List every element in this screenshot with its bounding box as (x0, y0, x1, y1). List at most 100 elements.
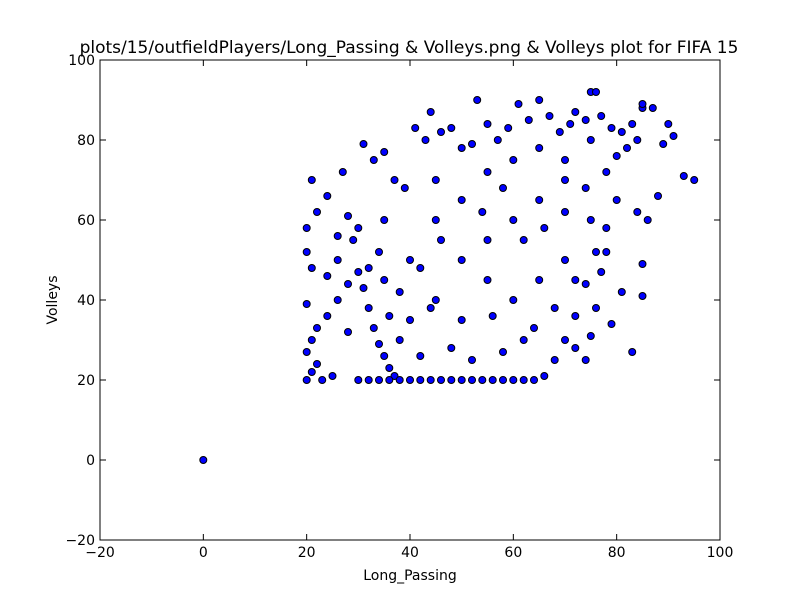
y-tick-label: 80 (77, 133, 95, 149)
data-point (519, 236, 528, 244)
data-point (607, 320, 616, 328)
data-point (359, 284, 368, 292)
data-point (302, 300, 311, 308)
data-point (364, 304, 373, 312)
y-tick-label: 60 (77, 213, 95, 229)
data-point (509, 216, 518, 224)
data-point (586, 332, 595, 340)
data-point (561, 256, 569, 264)
x-tick-label: 60 (504, 545, 522, 561)
data-point (483, 120, 492, 128)
data-point (380, 276, 389, 284)
data-point (302, 376, 311, 384)
data-point (426, 304, 435, 312)
data-point (323, 272, 332, 280)
data-point (478, 376, 487, 384)
data-point (499, 376, 507, 384)
data-point (426, 376, 435, 384)
data-point (493, 136, 502, 144)
data-point (323, 312, 332, 320)
data-point (581, 184, 590, 192)
x-tick-label: −20 (85, 545, 115, 561)
data-point (581, 280, 590, 288)
data-point (509, 376, 518, 384)
data-point (540, 372, 549, 380)
data-point (555, 128, 564, 136)
data-point (545, 112, 554, 120)
y-tick-label: 40 (77, 293, 95, 309)
data-point (535, 196, 544, 204)
data-point (307, 176, 316, 184)
x-tick-label: 20 (298, 545, 316, 561)
data-point (602, 224, 611, 232)
y-tick-label: 20 (77, 373, 95, 389)
data-point (437, 128, 445, 136)
y-tick-label: 100 (68, 53, 95, 69)
data-point (431, 216, 440, 224)
data-point (638, 100, 647, 108)
data-point (561, 156, 569, 164)
data-point (447, 344, 456, 352)
data-point (416, 264, 425, 272)
data-point (628, 348, 637, 356)
y-tick-label: −20 (65, 533, 95, 549)
data-point (457, 256, 466, 264)
data-point (586, 136, 595, 144)
data-point (535, 276, 544, 284)
x-tick-label: 100 (707, 545, 734, 561)
data-point (447, 124, 456, 132)
data-point (457, 376, 466, 384)
data-point (313, 360, 321, 368)
data-point (457, 144, 466, 152)
data-point (509, 156, 518, 164)
data-point (519, 336, 528, 344)
data-point (643, 216, 652, 224)
data-point (592, 88, 600, 96)
data-point (623, 144, 631, 152)
data-point (483, 236, 492, 244)
data-point (302, 248, 311, 256)
data-point (307, 336, 316, 344)
data-point (426, 108, 435, 116)
data-point (447, 376, 456, 384)
data-point (199, 456, 208, 464)
data-point (679, 172, 688, 180)
data-point (561, 336, 569, 344)
data-point (421, 136, 430, 144)
data-point (473, 96, 482, 104)
data-point (633, 136, 642, 144)
data-point (607, 124, 616, 132)
data-point (561, 208, 569, 216)
data-point (333, 256, 342, 264)
data-point (364, 264, 373, 272)
data-point (390, 176, 399, 184)
data-point (313, 208, 321, 216)
data-point (535, 96, 544, 104)
data-point (457, 316, 466, 324)
data-point (395, 376, 404, 384)
data-point (617, 128, 626, 136)
data-point (380, 352, 389, 360)
data-point (323, 192, 332, 200)
data-point (659, 140, 668, 148)
data-point (375, 340, 383, 348)
data-point (488, 376, 497, 384)
data-point (550, 356, 559, 364)
data-point (333, 296, 342, 304)
data-point (571, 344, 580, 352)
data-point (514, 100, 523, 108)
data-point (338, 168, 347, 176)
data-point (318, 376, 327, 384)
data-point (550, 304, 559, 312)
data-point (385, 364, 394, 372)
data-point (638, 292, 647, 300)
data-point (499, 348, 507, 356)
data-point (354, 224, 363, 232)
data-point (478, 208, 487, 216)
data-point (375, 248, 383, 256)
data-point (535, 144, 544, 152)
data-point (468, 356, 476, 364)
data-point (395, 336, 404, 344)
data-point (431, 176, 440, 184)
